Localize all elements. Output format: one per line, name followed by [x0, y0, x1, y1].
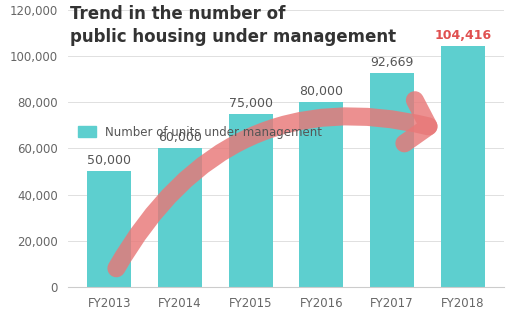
Text: 50,000: 50,000	[87, 154, 132, 167]
Bar	[229, 114, 272, 287]
Text: 60,000: 60,000	[158, 131, 202, 144]
Legend: Number of units under management: Number of units under management	[73, 121, 327, 143]
Bar	[87, 171, 131, 287]
Text: 104,416: 104,416	[434, 29, 491, 42]
Bar	[441, 46, 485, 287]
Bar	[370, 73, 414, 287]
Text: 80,000: 80,000	[300, 85, 343, 98]
Text: 92,669: 92,669	[370, 56, 414, 69]
Bar	[300, 102, 343, 287]
FancyArrowPatch shape	[116, 100, 428, 268]
Text: 75,000: 75,000	[229, 96, 272, 110]
Bar	[158, 148, 202, 287]
Text: Trend in the number of
public housing under management: Trend in the number of public housing un…	[70, 5, 396, 46]
